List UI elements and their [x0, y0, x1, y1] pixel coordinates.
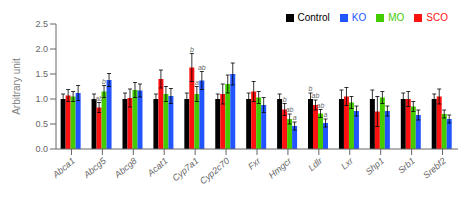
svg-text:Abcg5: Abcg5: [81, 155, 109, 180]
svg-text:ab: ab: [317, 102, 325, 109]
svg-text:2.5: 2.5: [35, 19, 48, 29]
svg-text:Abcg8: Abcg8: [112, 156, 139, 181]
svg-text:b: b: [283, 96, 287, 103]
svg-text:a: a: [195, 79, 199, 86]
svg-text:b: b: [309, 85, 313, 92]
svg-text:0.5: 0.5: [35, 119, 48, 129]
svg-text:1.0: 1.0: [35, 94, 48, 104]
svg-text:Abca1: Abca1: [50, 156, 77, 181]
svg-text:0.0: 0.0: [35, 144, 48, 154]
svg-text:a: a: [293, 114, 297, 121]
html-text:MO: MO: [388, 12, 405, 23]
html-text:SCO: SCO: [426, 12, 448, 23]
svg-text:ab: ab: [95, 95, 103, 102]
svg-text:ab: ab: [286, 106, 294, 113]
svg-text:Srebf2: Srebf2: [421, 156, 448, 181]
svg-text:Fxr: Fxr: [246, 155, 263, 172]
html-text:KO: KO: [351, 12, 367, 23]
svg-text:a: a: [324, 111, 328, 118]
svg-text:Acat1: Acat1: [145, 156, 170, 179]
svg-text:ab: ab: [198, 64, 206, 71]
svg-text:Hmgcr: Hmgcr: [267, 155, 294, 180]
svg-text:Arbitrary unit: Arbitrary unit: [11, 58, 22, 115]
svg-text:2.0: 2.0: [35, 44, 48, 54]
svg-text:Ldlr: Ldlr: [306, 155, 325, 173]
svg-text:1.5: 1.5: [35, 69, 48, 79]
svg-text:b: b: [190, 46, 194, 53]
svg-text:Cyp2c70: Cyp2c70: [198, 156, 232, 186]
svg-text:Srb1: Srb1: [396, 156, 417, 176]
svg-text:ab: ab: [312, 92, 320, 99]
svg-text:b: b: [102, 78, 106, 85]
svg-text:Cyp7a1: Cyp7a1: [170, 156, 200, 184]
html-text:Control: Control: [297, 12, 330, 23]
svg-text:Lxr: Lxr: [339, 155, 356, 171]
svg-text:Shp1: Shp1: [364, 156, 387, 177]
